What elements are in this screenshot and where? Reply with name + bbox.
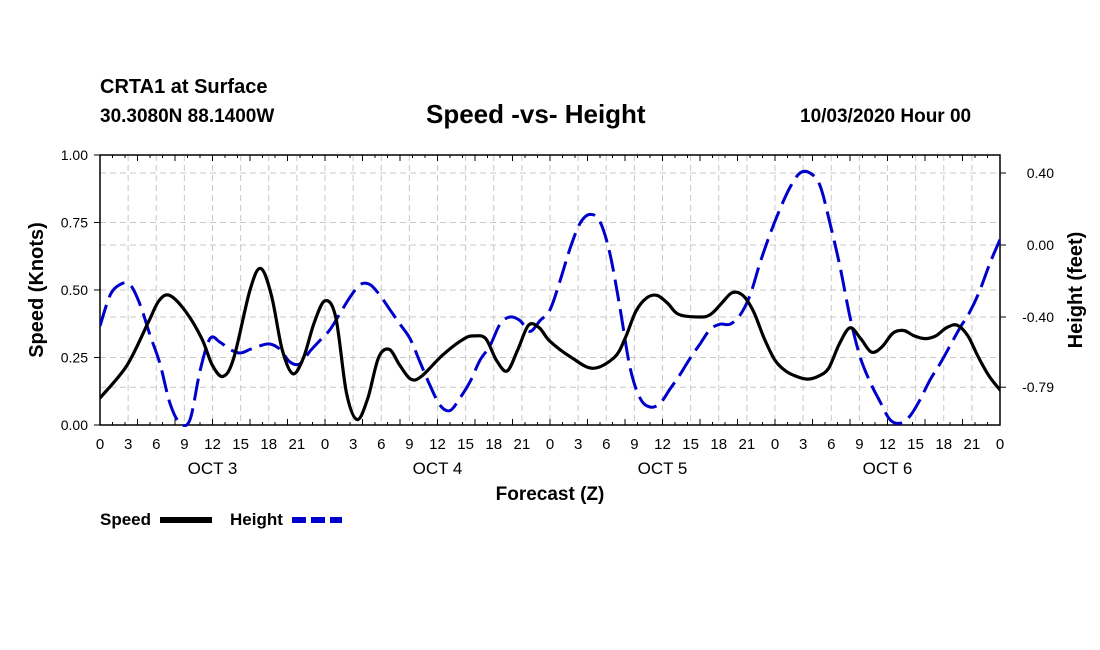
x-tick-label: 15 [907,436,924,453]
x-tick-label: 3 [574,436,582,453]
x-tick-label: 12 [879,436,896,453]
y-right-tick-label: 0.40 [1027,165,1054,181]
station-label: CRTA1 at Surface [100,76,268,98]
x-tick-label: 6 [602,436,610,453]
x-day-label: OCT 6 [863,459,913,478]
y-right-tick-label: -0.79 [1022,379,1054,395]
y-left-tick-label: 0.75 [61,215,88,231]
x-tick-label: 9 [180,436,188,453]
x-day-label: OCT 4 [413,459,463,478]
x-tick-label: 21 [964,436,981,453]
x-tick-label: 3 [799,436,807,453]
x-tick-label: 15 [682,436,699,453]
chart-title: Speed -vs- Height [426,99,646,129]
x-tick-label: 9 [855,436,863,453]
legend-label-height: Height [230,510,283,529]
x-tick-label: 12 [654,436,671,453]
x-tick-label: 18 [935,436,952,453]
x-day-label: OCT 3 [188,459,238,478]
x-tick-label: 12 [204,436,221,453]
x-tick-label: 9 [405,436,413,453]
x-tick-label: 18 [485,436,502,453]
x-tick-label: 0 [996,436,1004,453]
x-tick-label: 6 [152,436,160,453]
x-tick-label: 0 [321,436,329,453]
y-left-axis-title: Speed (Knots) [26,222,48,358]
y-left-tick-label: 1.00 [61,147,88,163]
timestamp-label: 10/03/2020 Hour 00 [800,106,972,127]
x-tick-label: 15 [232,436,249,453]
x-tick-label: 21 [514,436,531,453]
x-tick-label: 0 [771,436,779,453]
x-tick-label: 0 [96,436,104,453]
coordinates-label: 30.3080N 88.1400W [100,106,275,127]
x-tick-label: 12 [429,436,446,453]
y-right-axis-title: Height (feet) [1065,232,1087,349]
y-left-tick-label: 0.00 [61,417,88,433]
x-tick-label: 18 [260,436,277,453]
x-tick-label: 9 [630,436,638,453]
series-line-height [100,169,1000,427]
x-tick-label: 21 [289,436,306,453]
y-left-tick-label: 0.50 [61,282,88,298]
x-tick-label: 0 [546,436,554,453]
y-right-tick-label: 0.00 [1027,237,1054,253]
x-tick-label: 3 [349,436,357,453]
x-tick-label: 6 [827,436,835,453]
y-left-tick-label: 0.25 [61,350,88,366]
x-day-label: OCT 5 [638,459,688,478]
y-right-tick-label: -0.40 [1022,309,1054,325]
x-tick-label: 21 [739,436,756,453]
x-tick-label: 15 [457,436,474,453]
x-tick-label: 3 [124,436,132,453]
series-line-speed [100,266,1000,422]
legend-label-speed: Speed [100,510,151,529]
x-tick-label: 18 [710,436,727,453]
x-tick-label: 6 [377,436,385,453]
x-axis-title: Forecast (Z) [496,484,605,505]
